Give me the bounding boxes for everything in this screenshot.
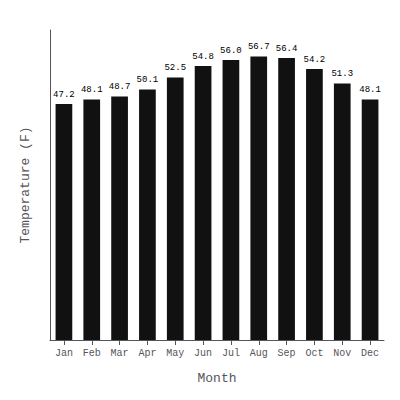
svg-text:51.3: 51.3 [331,69,353,79]
svg-text:May: May [166,348,184,359]
svg-text:Feb: Feb [83,348,101,359]
svg-text:Sep: Sep [278,348,296,359]
svg-text:56.7: 56.7 [248,42,270,52]
svg-text:56.0: 56.0 [220,46,242,56]
svg-text:48.1: 48.1 [359,85,381,95]
svg-text:54.2: 54.2 [304,55,326,65]
svg-text:48.7: 48.7 [109,82,131,92]
svg-text:48.1: 48.1 [81,85,103,95]
svg-text:Oct: Oct [305,348,323,359]
svg-text:Temperature (F): Temperature (F) [18,126,33,243]
svg-text:56.4: 56.4 [276,44,298,54]
svg-text:Mar: Mar [111,348,129,359]
svg-text:Aug: Aug [250,348,268,359]
svg-text:Dec: Dec [361,348,379,359]
svg-text:Month: Month [197,371,236,386]
svg-text:Apr: Apr [138,348,156,359]
svg-text:Jan: Jan [55,348,73,359]
svg-text:Jun: Jun [194,348,212,359]
svg-text:52.5: 52.5 [164,63,186,73]
svg-text:Nov: Nov [333,348,351,359]
svg-text:54.8: 54.8 [192,52,214,62]
svg-text:50.1: 50.1 [137,75,159,85]
svg-text:47.2: 47.2 [53,90,75,100]
svg-text:Jul: Jul [222,348,240,359]
